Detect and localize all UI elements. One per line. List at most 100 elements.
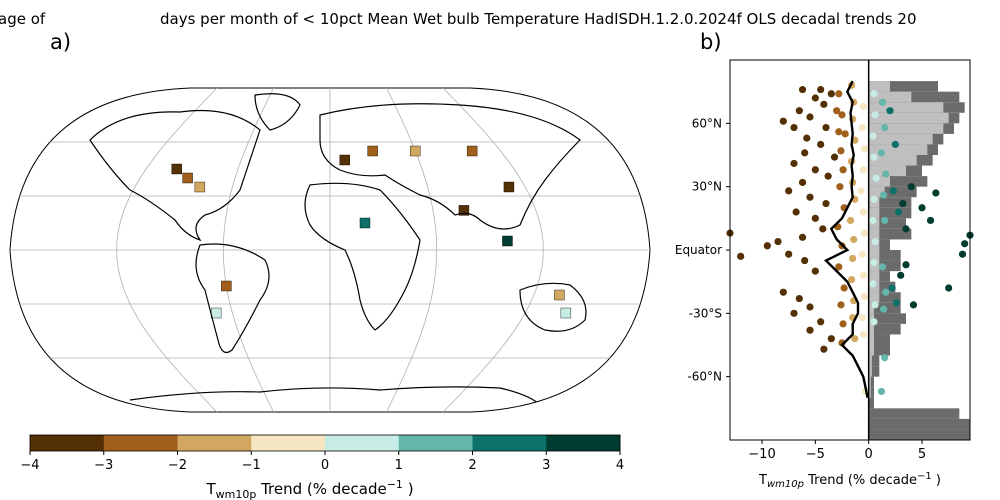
meridian-line — [116, 88, 218, 412]
scatter-point — [819, 225, 827, 233]
scatter-point — [859, 271, 867, 279]
scatter-point — [801, 256, 809, 265]
colorbar-swatches — [30, 435, 621, 451]
scatter-point — [846, 216, 855, 225]
map-cell — [359, 217, 371, 229]
histogram-bar-light — [868, 176, 890, 187]
zonal-mean-line — [823, 80, 869, 399]
colorbar: −4 −3 −2 −1 0 1 2 3 4 Twm10p Trend (% decade−1 ) — [20, 434, 624, 500]
zonal-scatter-points — [726, 81, 974, 396]
scatter-point — [803, 134, 811, 142]
colorbar-tick-label: 4 — [616, 458, 624, 473]
scatter-point — [792, 208, 800, 216]
scatter-point — [870, 90, 878, 98]
scatter-point — [882, 170, 890, 178]
coast-south-america — [195, 243, 270, 353]
scatter-point — [870, 153, 878, 161]
scatter-point — [822, 123, 830, 132]
colorbar-tick-label: 2 — [468, 458, 476, 473]
colorbar-swatch — [177, 435, 252, 451]
coast-africa — [304, 182, 421, 331]
histogram-bar-dark — [868, 176, 928, 187]
histogram-bar-dark — [868, 408, 960, 419]
scatter-point — [811, 166, 819, 174]
scatter-point — [830, 153, 839, 161]
map-cell — [502, 235, 513, 247]
chart-title-fragment: age of — [0, 10, 46, 28]
scatter-point — [841, 130, 849, 138]
histogram-bar-dark — [868, 197, 912, 208]
colorbar-label-sub: wm10p — [216, 488, 257, 500]
colorbar-tick-label: −2 — [168, 458, 187, 473]
scatter-point — [779, 288, 787, 296]
histogram-bar-dark — [868, 397, 874, 409]
scatter-point — [790, 123, 798, 132]
zonal-ytick-label: -60°N — [687, 370, 722, 384]
map-cell — [339, 154, 350, 166]
scatter-point — [835, 90, 843, 98]
zonal-xlabel-end: ) — [932, 473, 941, 488]
colorbar-swatch — [472, 435, 547, 451]
scatter-point — [891, 140, 899, 149]
scatter-point — [877, 387, 886, 396]
scatter-point — [871, 301, 879, 309]
coast-greenland — [254, 93, 301, 131]
scatter-point — [926, 216, 935, 225]
histogram-bar-dark — [868, 218, 906, 229]
scatter-point — [849, 254, 857, 263]
zonal-ytick-label: 30°N — [692, 180, 722, 194]
scatter-point — [806, 113, 814, 121]
colorbar-tick-label: −1 — [242, 458, 261, 473]
histogram-bar-light — [868, 302, 874, 314]
histogram-bar-light — [868, 228, 880, 240]
colorbar-swatch — [103, 435, 178, 451]
colorbar-label-rest: Trend (% decade — [256, 480, 386, 498]
scatter-point — [886, 107, 894, 115]
scatter-point — [881, 123, 889, 132]
scatter-point — [763, 242, 771, 250]
scatter-point — [860, 145, 869, 153]
histogram-bar-dark — [868, 387, 874, 398]
coastlines — [89, 93, 587, 406]
map-cell — [182, 172, 193, 184]
scatter-point — [851, 335, 859, 343]
zonal-xticks: −10 −5 0 5 — [748, 440, 926, 462]
scatter-point — [811, 267, 819, 275]
scatter-point — [871, 237, 879, 246]
histogram-bar-light — [868, 155, 917, 166]
zonal-ytick-label: Equator — [675, 243, 722, 257]
histogram-bar-light — [868, 250, 880, 261]
scatter-point — [881, 216, 889, 225]
histogram-bar-dark — [868, 366, 880, 377]
histogram-bar-light — [868, 271, 880, 282]
scatter-point — [945, 284, 953, 292]
scatter-point — [817, 140, 825, 149]
zonal-xlabel-sup: −1 — [917, 471, 932, 482]
scatter-point — [871, 111, 879, 119]
coast-australia — [519, 282, 587, 332]
map-cell — [560, 307, 572, 319]
scatter-point — [798, 85, 807, 94]
meridian-line — [222, 88, 274, 412]
scatter-point — [779, 117, 787, 125]
zonal-yticks: 60°N 30°N Equator -30°S -60°N — [675, 116, 730, 384]
colorbar-tick-label: −4 — [20, 458, 39, 473]
scatter-point — [902, 261, 910, 269]
scatter-point — [737, 252, 745, 260]
scatter-point — [897, 271, 905, 279]
map-cell — [503, 181, 515, 193]
histogram-bar-light — [868, 133, 933, 145]
map-panel — [9, 87, 651, 413]
scatter-point — [878, 263, 887, 271]
scatter-point — [859, 102, 867, 111]
histogram-bar-dark — [868, 418, 970, 430]
map-cell — [367, 145, 378, 157]
colorbar-tick-label: 3 — [542, 458, 550, 473]
zonal-xlabel-main: T — [758, 473, 767, 488]
coast-antarctica — [129, 386, 541, 406]
scatter-point — [859, 330, 867, 339]
map-cell — [210, 307, 222, 319]
histogram-bar-light — [868, 112, 949, 124]
scatter-point — [961, 240, 969, 248]
